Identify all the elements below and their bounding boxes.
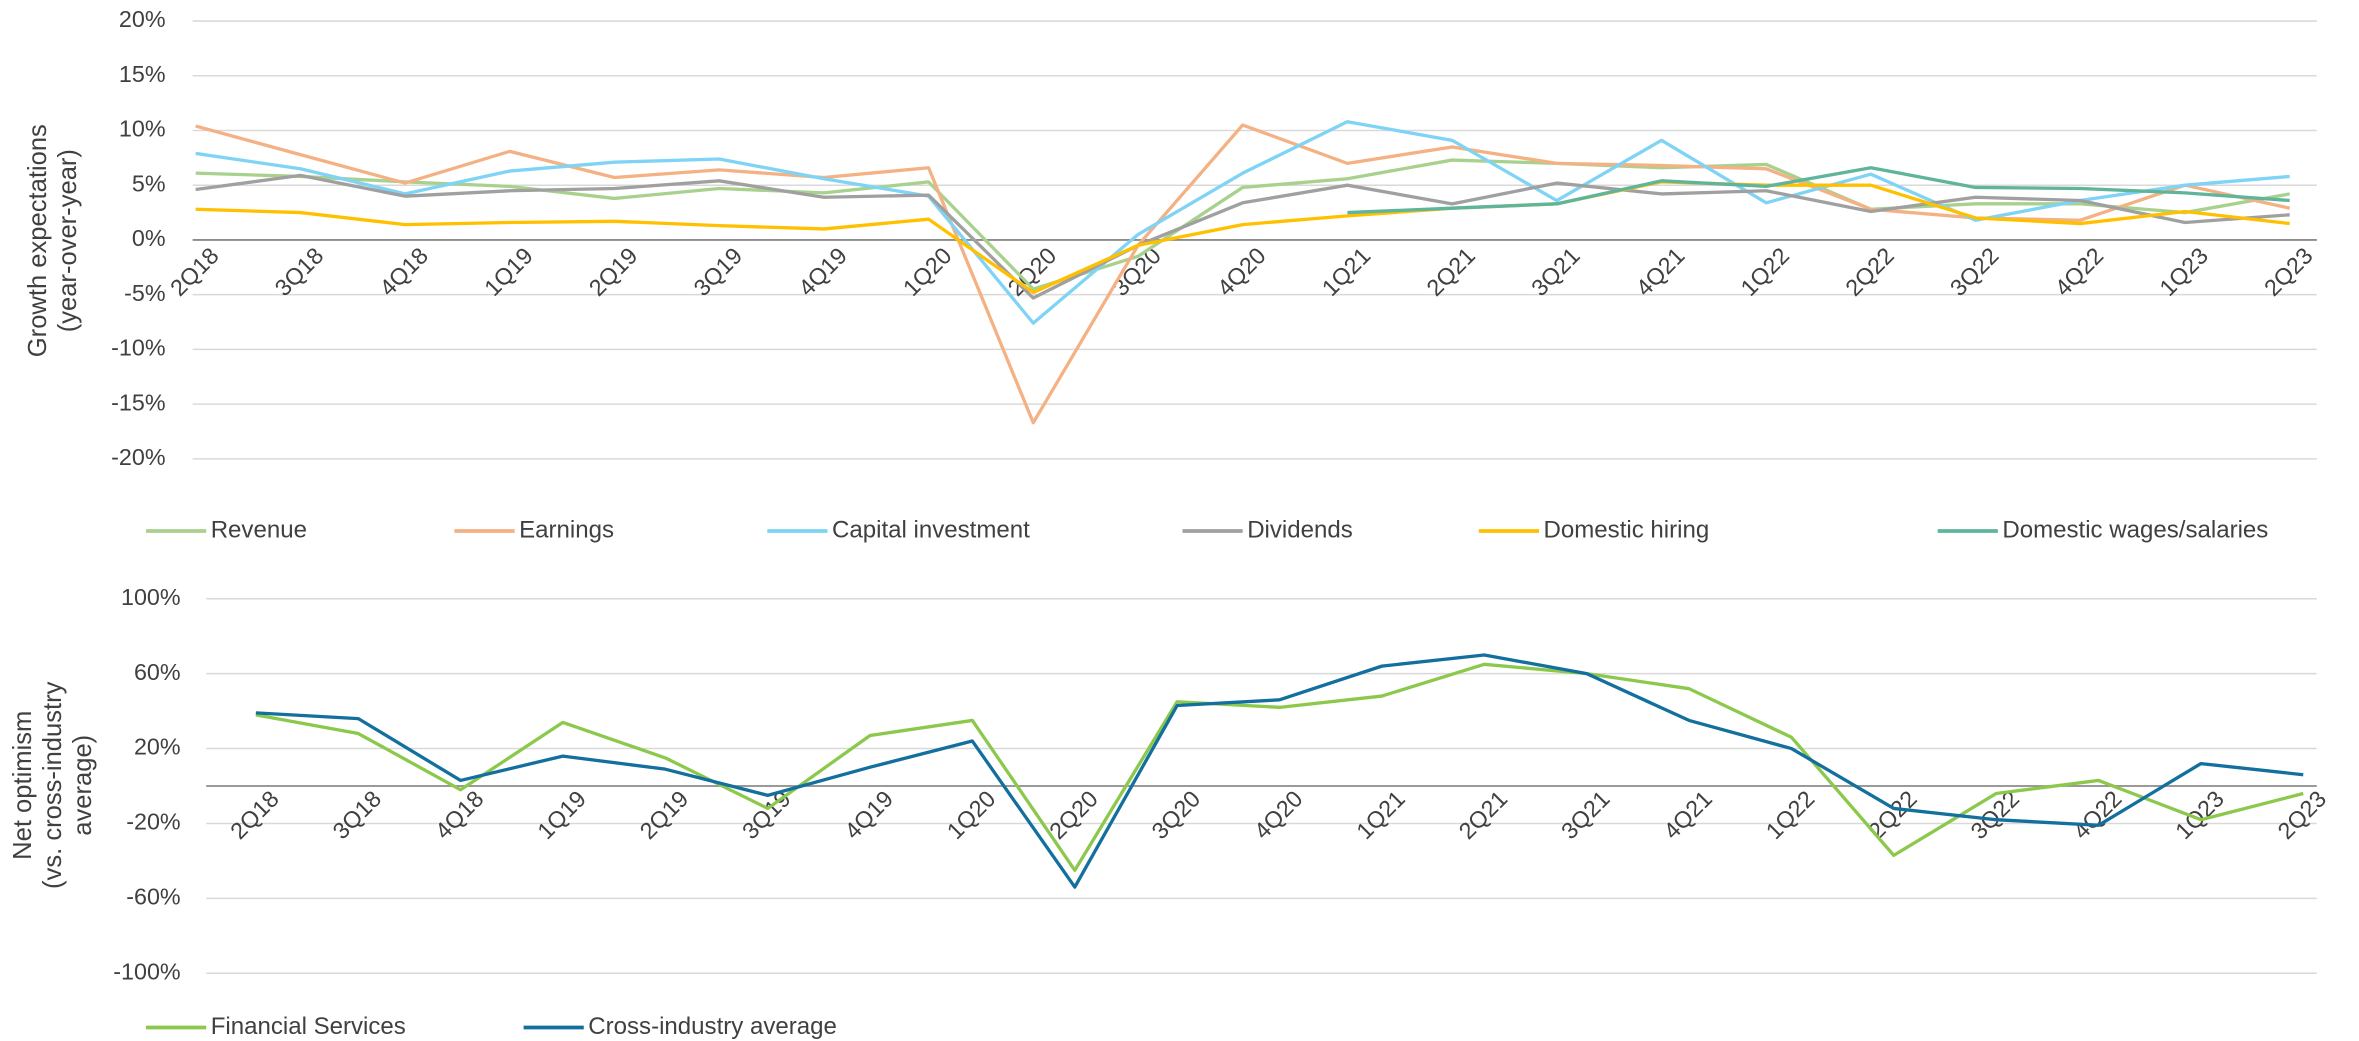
x-tick-label: 2Q18 <box>165 242 224 301</box>
y-tick-label: 5% <box>132 170 166 196</box>
line-series <box>255 653 2304 889</box>
y-tick-label: -5% <box>124 280 165 306</box>
y-tick-label: -20% <box>111 444 165 470</box>
legend-label: Domestic hiring <box>1544 516 1710 543</box>
y-tick-label: 60% <box>134 659 181 685</box>
x-tick-label: 2Q20 <box>1044 785 1103 844</box>
x-tick-label: 3Q21 <box>1526 242 1585 301</box>
x-tick-label: 1Q20 <box>898 242 957 301</box>
x-tick-label: 3Q19 <box>689 242 748 301</box>
x-tick-label: 1Q19 <box>479 242 538 301</box>
x-tick-label: 1Q23 <box>2154 242 2213 301</box>
legend-label: Revenue <box>211 516 307 543</box>
line-series <box>195 173 2290 300</box>
legend-label: Financial Services <box>211 1013 406 1040</box>
x-tick-label: 4Q18 <box>430 785 489 844</box>
y-axis-label: Net optimism <box>9 711 37 860</box>
x-tick-label: 2Q23 <box>2259 242 2318 301</box>
line-series <box>195 180 2290 295</box>
x-tick-label: 4Q20 <box>1212 242 1271 301</box>
x-tick-label: 1Q21 <box>1351 785 1410 844</box>
x-tick-label: 3Q22 <box>1945 242 2004 301</box>
y-tick-label: -10% <box>111 335 165 361</box>
y-tick-label: 20% <box>134 734 181 760</box>
line-series <box>195 123 2291 425</box>
y-axis-label: Growth expectations <box>24 124 52 357</box>
y-tick-label: -20% <box>126 809 180 835</box>
y-axis-label: (vs. cross-industry <box>39 681 67 889</box>
legend-label: Capital investment <box>832 516 1030 543</box>
x-tick-label: 2Q18 <box>225 785 284 844</box>
y-tick-label: 15% <box>119 61 166 87</box>
x-tick-label: 2Q22 <box>1840 242 1899 301</box>
legend-label: Domestic wages/salaries <box>2002 516 2268 543</box>
y-axis-label: average) <box>69 735 97 836</box>
y-tick-label: 20% <box>119 6 166 32</box>
x-tick-label: 4Q19 <box>839 785 898 844</box>
line-series <box>1347 166 2290 215</box>
x-tick-label: 4Q21 <box>1631 242 1690 301</box>
x-tick-label: 4Q22 <box>2050 242 2109 301</box>
legend-label: Earnings <box>519 516 614 543</box>
x-tick-label: 1Q19 <box>532 785 591 844</box>
x-tick-label: 1Q21 <box>1317 242 1376 301</box>
line-series <box>195 120 2290 325</box>
x-tick-label: 3Q18 <box>270 242 329 301</box>
x-tick-label: 2Q19 <box>584 242 643 301</box>
x-tick-label: 4Q21 <box>1658 785 1717 844</box>
y-axis-label: (year-over-year) <box>54 149 82 332</box>
x-tick-label: 3Q18 <box>328 785 387 844</box>
y-tick-label: 0% <box>132 225 166 251</box>
x-tick-label: 1Q20 <box>942 785 1001 844</box>
x-tick-label: 2Q19 <box>635 785 694 844</box>
x-tick-label: 4Q20 <box>1249 785 1308 844</box>
x-tick-label: 4Q18 <box>374 242 433 301</box>
legend-label: Dividends <box>1247 516 1353 543</box>
y-tick-label: 100% <box>121 584 181 610</box>
y-tick-label: -15% <box>111 389 165 415</box>
line-series <box>255 662 2304 872</box>
x-tick-label: 2Q21 <box>1421 242 1480 301</box>
y-tick-label: 10% <box>119 116 166 142</box>
x-tick-label: 3Q21 <box>1556 785 1615 844</box>
x-tick-label: 1Q22 <box>1736 242 1795 301</box>
x-tick-label: 1Q22 <box>1761 785 1820 844</box>
x-tick-label: 4Q19 <box>793 242 852 301</box>
x-tick-label: 3Q20 <box>1147 785 1206 844</box>
y-tick-label: -60% <box>126 884 180 910</box>
x-tick-label: 2Q21 <box>1454 785 1513 844</box>
y-tick-label: -100% <box>113 958 180 984</box>
legend-label: Cross-industry average <box>588 1013 837 1040</box>
